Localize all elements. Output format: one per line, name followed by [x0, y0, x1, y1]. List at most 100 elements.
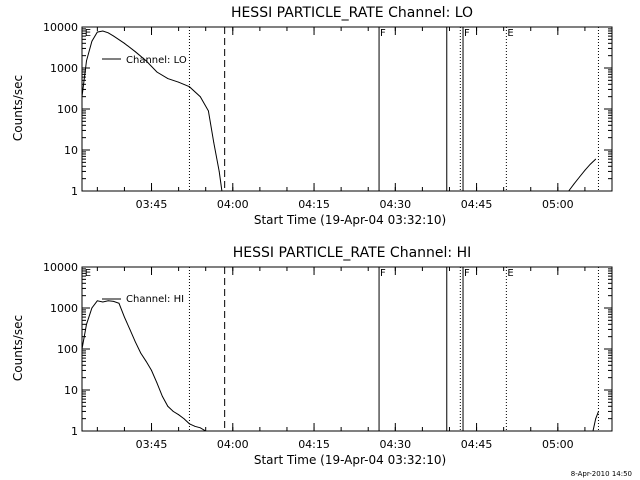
- data-point: [86, 323, 87, 325]
- x-tick-label: 03:45: [136, 438, 168, 451]
- data-point: [140, 352, 142, 354]
- data-point: [589, 163, 591, 165]
- data-point: [205, 430, 207, 432]
- data-point: [189, 423, 190, 425]
- flag-label: F: [464, 28, 470, 39]
- flag-label: F: [380, 268, 386, 279]
- data-point: [595, 418, 597, 420]
- data-point: [199, 427, 201, 429]
- lo-legend-label: Channel: LO: [126, 55, 187, 66]
- data-point: [189, 86, 190, 88]
- flag-label: E: [85, 28, 91, 39]
- x-tick-label: 04:15: [298, 438, 330, 451]
- data-point: [213, 142, 215, 144]
- data-point: [208, 110, 209, 112]
- data-point: [118, 302, 120, 304]
- data-point: [81, 348, 83, 350]
- flag-label: F: [380, 28, 386, 39]
- x-tick-label: 04:45: [461, 198, 493, 211]
- hi-y-axis-label: Counts/sec: [11, 315, 25, 381]
- lo-chart-title: HESSI PARTICLE_RATE Channel: LO: [231, 5, 473, 21]
- lo-y-axis-label: Counts/sec: [11, 75, 25, 141]
- x-tick-label: 04:00: [217, 438, 249, 451]
- data-point: [113, 300, 115, 302]
- data-point: [96, 300, 98, 302]
- data-point: [210, 430, 212, 432]
- flag-label: F: [464, 268, 470, 279]
- y-tick-label: 10: [64, 144, 78, 157]
- lo-x-axis-label: Start Time (19-Apr-04 03:32:10): [254, 213, 446, 227]
- data-series-line: [81, 300, 212, 432]
- data-point: [178, 414, 180, 416]
- y-tick-label: 1000: [50, 302, 78, 315]
- hi-x-axis-label: Start Time (19-Apr-04 03:32:10): [254, 453, 446, 467]
- y-tick-label: 100: [57, 343, 78, 356]
- x-tick-label: 04:15: [298, 198, 330, 211]
- x-tick-label: 04:30: [379, 198, 411, 211]
- data-point: [151, 370, 152, 371]
- data-point: [584, 169, 586, 171]
- data-point: [81, 96, 83, 98]
- lo-channel-panel: HESSI PARTICLE_RATE Channel: LO Counts/s…: [11, 5, 613, 227]
- data-point: [91, 307, 93, 309]
- y-tick-label: 10000: [43, 21, 78, 34]
- data-point: [134, 51, 136, 53]
- data-point: [221, 190, 223, 192]
- y-tick-label: 1000: [50, 62, 78, 75]
- y-tick-label: 1: [71, 425, 78, 438]
- y-tick-label: 10000: [43, 261, 78, 274]
- data-point: [102, 301, 104, 303]
- data-point: [183, 418, 185, 420]
- data-series-line: [568, 158, 597, 192]
- data-point: [568, 190, 570, 192]
- x-tick-label: 05:00: [542, 438, 574, 451]
- data-point: [124, 316, 125, 318]
- plot-frame: [81, 266, 613, 432]
- data-point: [145, 60, 147, 62]
- data-point: [107, 300, 109, 302]
- data-point: [218, 171, 220, 172]
- flag-label: E: [507, 268, 513, 279]
- data-point: [592, 430, 594, 432]
- data-point: [194, 425, 196, 427]
- y-tick-label: 100: [57, 103, 78, 116]
- data-point: [573, 183, 575, 185]
- x-tick-label: 04:00: [217, 198, 249, 211]
- data-point: [107, 32, 109, 34]
- data-point: [91, 40, 93, 42]
- data-point: [579, 176, 580, 178]
- data-point: [167, 405, 169, 407]
- data-point: [598, 411, 599, 412]
- data-point: [102, 30, 104, 32]
- x-tick-label: 05:00: [542, 198, 574, 211]
- data-point: [178, 81, 180, 83]
- data-point: [129, 329, 131, 330]
- x-tick-label: 03:45: [136, 198, 168, 211]
- hi-legend-label: Channel: HI: [126, 294, 184, 305]
- y-tick-label: 1: [71, 185, 78, 198]
- data-point: [96, 31, 98, 33]
- data-series-line: [592, 411, 599, 432]
- data-point: [595, 158, 597, 160]
- data-point: [145, 360, 147, 362]
- data-point: [86, 60, 87, 62]
- flag-label: E: [85, 268, 91, 279]
- plot-frame: [81, 26, 613, 192]
- data-point: [167, 78, 169, 80]
- data-point: [113, 35, 115, 37]
- data-point: [134, 341, 136, 343]
- x-tick-label: 04:30: [379, 438, 411, 451]
- data-point: [161, 395, 163, 397]
- hi-channel-panel: HESSI PARTICLE_RATE Channel: HI Counts/s…: [11, 245, 613, 467]
- data-point: [156, 71, 158, 73]
- data-point: [124, 42, 125, 44]
- hi-chart-title: HESSI PARTICLE_RATE Channel: HI: [233, 245, 471, 261]
- generation-timestamp: 8-Apr-2010 14:50: [570, 470, 632, 478]
- x-tick-label: 04:45: [461, 438, 493, 451]
- data-point: [156, 382, 158, 384]
- data-point: [199, 96, 201, 98]
- flag-label: E: [507, 28, 513, 39]
- y-tick-label: 10: [64, 384, 78, 397]
- data-point: [172, 411, 174, 412]
